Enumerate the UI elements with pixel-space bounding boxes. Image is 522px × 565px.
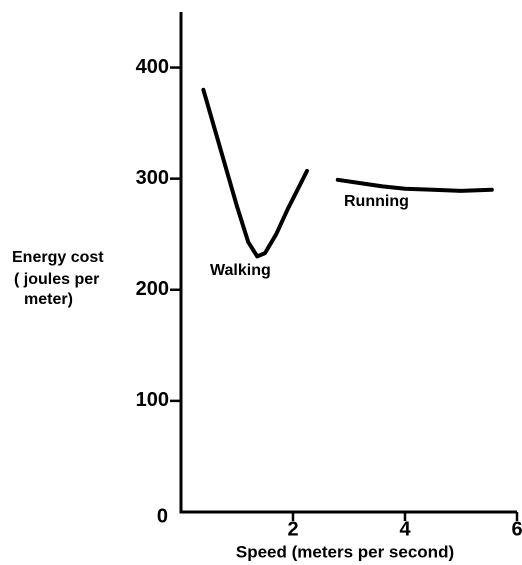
x-tick-label: 6 bbox=[511, 518, 522, 540]
line bbox=[201, 87, 309, 259]
y-tick-label: 200 bbox=[136, 278, 169, 300]
y-tick-label: 400 bbox=[136, 56, 169, 78]
x-tick-label: 4 bbox=[399, 518, 411, 540]
y-axis-label: meter) bbox=[24, 291, 73, 308]
y-axis-label: ( joules per bbox=[14, 271, 99, 288]
series-label: Running bbox=[344, 193, 409, 210]
y-tick-label: 100 bbox=[136, 389, 169, 411]
x-axis-label: Speed (meters per second) bbox=[236, 542, 454, 561]
series-label: Walking bbox=[210, 262, 271, 279]
line bbox=[335, 177, 494, 193]
x-tick-label: 2 bbox=[287, 518, 298, 540]
y-axis-label: Energy cost bbox=[12, 249, 104, 266]
y-tick-label: 300 bbox=[136, 167, 169, 189]
y-tick-label: 0 bbox=[157, 505, 168, 527]
